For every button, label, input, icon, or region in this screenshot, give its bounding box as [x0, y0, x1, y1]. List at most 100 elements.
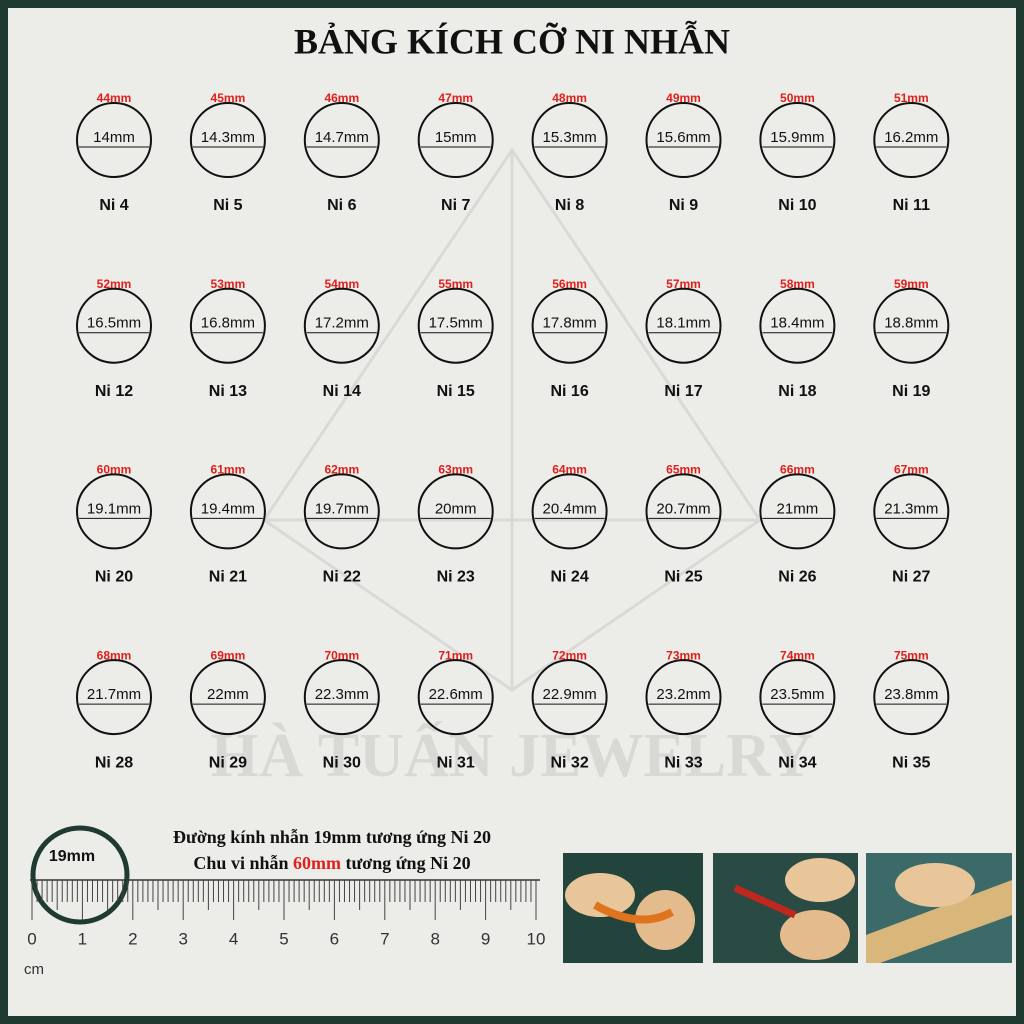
circumference: 67mm — [894, 463, 929, 477]
circumference: 64mm — [552, 463, 587, 477]
size-label: Ni 16 — [550, 383, 588, 400]
ring — [189, 287, 266, 364]
circumference: 59mm — [894, 277, 929, 291]
size-label: Ni 9 — [669, 197, 698, 214]
ring — [303, 473, 380, 550]
diameter: 15.9mm — [770, 129, 824, 146]
ring — [76, 659, 152, 736]
diameter: 21mm — [777, 500, 819, 517]
ring — [531, 473, 608, 550]
ruler-label: 5 — [279, 929, 288, 948]
diameter: 18.8mm — [884, 315, 938, 332]
size-label: Ni 18 — [778, 383, 816, 400]
circumference: 50mm — [780, 91, 815, 105]
diameter: 15mm — [435, 129, 477, 146]
ring — [531, 659, 608, 736]
ring — [645, 659, 722, 736]
watermark-text: HÀ TUẤN JEWELRY — [211, 721, 814, 790]
diameter: 19.7mm — [315, 500, 369, 517]
size-label: Ni 14 — [323, 383, 361, 400]
ring — [417, 287, 494, 364]
diameter: 19.4mm — [201, 500, 255, 517]
size-label: Ni 10 — [778, 197, 816, 214]
size-label: Ni 23 — [437, 569, 475, 586]
ring — [759, 287, 836, 364]
size-label: Ni 8 — [555, 197, 584, 214]
ring — [417, 102, 494, 178]
circumference: 54mm — [324, 277, 359, 291]
ring — [303, 659, 380, 736]
guide-line-2: Chu vi nhẫn 60mm tương ứng Ni 20 — [193, 853, 470, 873]
diameter: 14.7mm — [315, 129, 369, 146]
ring — [873, 473, 950, 550]
size-label: Ni 5 — [213, 197, 242, 214]
ring — [645, 287, 722, 364]
diameter: 21.7mm — [87, 686, 141, 703]
diameter: 22.3mm — [315, 686, 369, 703]
diameter: 20mm — [435, 500, 477, 517]
circumference: 57mm — [666, 277, 701, 291]
diameter: 15.3mm — [543, 129, 597, 146]
diameter: 17.5mm — [429, 315, 483, 332]
diameter: 19.1mm — [87, 500, 141, 517]
size-label: Ni 30 — [323, 754, 361, 771]
size-label: Ni 17 — [664, 383, 702, 400]
size-label: Ni 6 — [327, 197, 356, 214]
circumference: 65mm — [666, 463, 701, 477]
size-label: Ni 25 — [664, 569, 702, 586]
size-label: Ni 15 — [437, 383, 475, 400]
photo-2 — [713, 853, 858, 963]
size-label: Ni 32 — [550, 754, 588, 771]
ring — [645, 473, 722, 550]
ring — [76, 102, 152, 178]
ring — [189, 102, 266, 178]
ruler-label: 9 — [481, 929, 490, 948]
ring — [531, 102, 608, 178]
ruler-label: 6 — [330, 929, 339, 948]
guide-text: tương ứng Ni 20 — [341, 853, 471, 873]
background — [8, 8, 1016, 1016]
size-label: Ni 4 — [99, 197, 128, 214]
diameter: 17.8mm — [543, 315, 597, 332]
diameter: 20.4mm — [543, 500, 597, 517]
diameter: 20.7mm — [656, 500, 710, 517]
size-label: Ni 20 — [95, 569, 133, 586]
circumference: 66mm — [780, 463, 815, 477]
ring — [417, 659, 494, 736]
size-label: Ni 19 — [892, 383, 930, 400]
diameter: 17.2mm — [315, 315, 369, 332]
size-label: Ni 26 — [778, 569, 816, 586]
circumference: 63mm — [438, 463, 473, 477]
circumference: 71mm — [438, 648, 473, 662]
ring — [417, 473, 494, 550]
diameter: 18.1mm — [656, 315, 710, 332]
ring — [759, 473, 836, 550]
ruler-label: 8 — [430, 929, 439, 948]
ring — [76, 287, 152, 364]
ruler-label: 7 — [380, 929, 389, 948]
size-label: Ni 29 — [209, 754, 247, 771]
diameter: 16.8mm — [201, 315, 255, 332]
ring — [76, 473, 152, 550]
photo-3 — [866, 853, 1012, 963]
ruler-label: 1 — [78, 929, 87, 948]
title: BẢNG KÍCH CỠ NI NHẪN — [294, 20, 730, 61]
circumference: 44mm — [97, 91, 132, 105]
size-label: Ni 21 — [209, 569, 247, 586]
ring — [189, 659, 266, 736]
guide-highlight: 60mm — [293, 853, 341, 873]
ring — [759, 102, 836, 178]
size-label: Ni 34 — [778, 754, 816, 771]
diameter: 16.5mm — [87, 315, 141, 332]
circumference: 62mm — [324, 463, 359, 477]
circumference: 74mm — [780, 648, 815, 662]
sample-diameter: 19mm — [49, 848, 95, 865]
circumference: 75mm — [894, 648, 929, 662]
circumference: 69mm — [211, 648, 246, 662]
ruler-label: 10 — [527, 929, 546, 948]
diameter: 18.4mm — [770, 315, 824, 332]
size-label: Ni 27 — [892, 569, 930, 586]
size-label: Ni 11 — [893, 197, 930, 214]
